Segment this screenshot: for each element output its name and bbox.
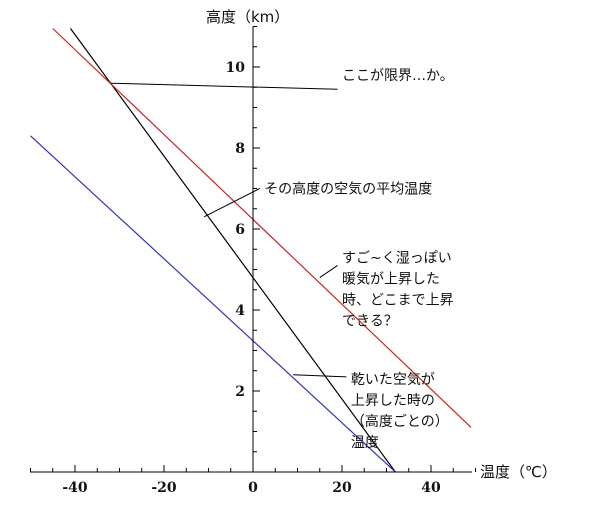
annotation-pointer (319, 265, 338, 279)
annotation-pointer (110, 82, 338, 90)
annotation-text: できる？ (342, 313, 398, 329)
x-tick-label: -20 (151, 480, 177, 496)
annotation-layer: ここが限界…か。その高度の空気の平均温度すご~く湿っぽい暖気が上昇した時、どこま… (110, 68, 454, 451)
annotation-text: 暖気が上昇した (342, 271, 440, 287)
series-line-1 (70, 28, 396, 473)
y-axis-title: 高度（km） (206, 8, 289, 26)
annotation-text: ここが限界…か。 (342, 68, 454, 84)
axis-layer: -40 -20 0 20 40 2 4 6 8 10 温度（℃） 高度（km） (30, 8, 557, 496)
y-tick-label: 4 (235, 303, 245, 319)
series-line-3 (30, 135, 396, 473)
x-tick-label: 0 (248, 480, 258, 496)
annotation-pointer (203, 188, 260, 218)
y-tick-label: 8 (235, 141, 245, 157)
annotation-pointer (293, 374, 347, 378)
annotation-text: 乾いた空気が (351, 372, 435, 388)
series-layer (30, 28, 472, 473)
annotation-text: 上昇した時の (351, 393, 435, 409)
x-axis-title: 温度（℃） (480, 463, 557, 481)
y-tick-label: 10 (226, 60, 246, 76)
x-tick-label: -40 (62, 480, 88, 496)
annotation-text: 時、どこまで上昇 (342, 292, 454, 308)
annotation-text: すご~く湿っぽい (342, 250, 452, 266)
series-line-2 (52, 28, 472, 428)
x-ticks: -40 -20 0 20 40 (30, 465, 476, 496)
annotation-text: 温度 (351, 435, 379, 451)
y-tick-label: 2 (235, 384, 245, 400)
x-tick-label: 40 (421, 480, 441, 496)
annotation-text: （高度ごとの） (351, 413, 449, 430)
y-ticks: 2 4 6 8 10 (226, 26, 260, 453)
annotation-text: その高度の空気の平均温度 (264, 181, 432, 198)
x-tick-label: 20 (332, 480, 352, 496)
y-tick-label: 6 (235, 222, 245, 238)
